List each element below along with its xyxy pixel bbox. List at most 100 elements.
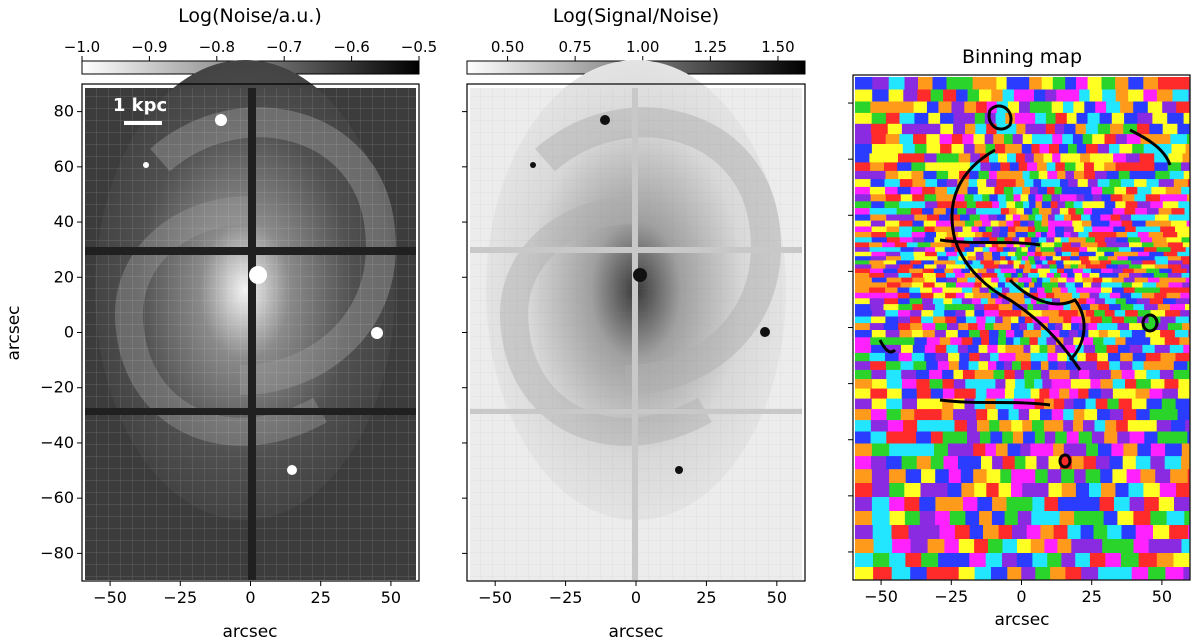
bin-cell	[1154, 344, 1171, 354]
bin-cell	[1040, 525, 1054, 540]
bin-cell	[1115, 483, 1129, 498]
bin-cell	[1065, 567, 1082, 580]
bin-cell	[1125, 298, 1138, 305]
bin-cell	[977, 268, 987, 274]
bin-cell	[1081, 567, 1099, 580]
bin-cell	[1159, 483, 1177, 498]
bin-cell	[1125, 251, 1139, 257]
bin-cell	[1033, 179, 1042, 188]
bin-cell	[1149, 409, 1164, 421]
bin-cell	[1092, 226, 1103, 233]
bin-cell	[1043, 153, 1053, 163]
bin-cell	[1107, 256, 1118, 261]
bin-cell	[1171, 420, 1186, 432]
bin-cell	[873, 553, 890, 568]
bin-cell	[1167, 162, 1182, 172]
bin-cell	[976, 101, 988, 114]
bin-cell	[870, 431, 887, 444]
bin-cell	[1082, 268, 1092, 274]
bin-cell	[1172, 89, 1189, 102]
bin-cell	[870, 101, 887, 114]
sn-x-tick-label: 25	[696, 588, 716, 607]
bin-cell	[1086, 539, 1103, 554]
bin-cell	[855, 292, 870, 299]
bin-cell	[1028, 256, 1035, 261]
bin-cell	[958, 539, 975, 554]
bin-cell	[1177, 232, 1190, 238]
bin-cell	[1057, 277, 1067, 283]
noise-colorbar-tick-label: −0.6	[333, 38, 369, 56]
bin-cell	[933, 260, 947, 265]
bin-cell	[983, 77, 997, 90]
bin-cell	[900, 194, 913, 202]
bin-cell	[871, 443, 890, 457]
bin-cell	[1020, 194, 1029, 202]
bin-cell	[1161, 398, 1177, 410]
bin-cell	[1154, 214, 1170, 221]
bin-cell	[1066, 277, 1075, 283]
bin-cell	[1160, 316, 1176, 324]
bin-cell	[1171, 220, 1187, 227]
bin-cell	[949, 153, 959, 163]
bin-cell	[1043, 268, 1051, 274]
bin-cell	[1187, 469, 1190, 484]
bin-cell	[1012, 431, 1024, 444]
bin-cell	[1136, 123, 1150, 135]
bin-cell	[1157, 304, 1171, 311]
bin-cell	[1070, 247, 1080, 253]
bin-cell	[1007, 232, 1016, 238]
bin-cell	[998, 352, 1008, 362]
bin-cell	[969, 525, 984, 540]
bin-cell	[980, 237, 990, 243]
bin-cell	[855, 214, 871, 221]
bin-cell	[1069, 369, 1080, 380]
bin-cell	[937, 361, 950, 371]
bin-cell	[871, 264, 886, 269]
bin-cell	[1088, 388, 1102, 399]
bin-cell	[884, 201, 900, 209]
bin-cell	[943, 456, 959, 470]
bin-cell	[1149, 123, 1164, 135]
bin-cell	[997, 273, 1005, 278]
bin-cell	[1074, 443, 1087, 457]
bin-cell	[1114, 186, 1127, 195]
bin-cell	[1147, 226, 1161, 233]
bin-cell	[1075, 553, 1091, 568]
bin-cell	[1022, 273, 1029, 278]
bin-cell	[1150, 443, 1166, 457]
bin-cell	[1155, 469, 1171, 484]
bin-cell	[920, 483, 935, 498]
bin-cell	[1188, 89, 1190, 102]
bin-cell	[912, 220, 925, 227]
bin-cell	[998, 304, 1007, 311]
bin-cell	[1096, 264, 1107, 269]
bin-cell	[1013, 264, 1020, 269]
bin-cell	[870, 162, 885, 172]
bin-cell	[1042, 379, 1052, 390]
bin-cell	[1085, 352, 1098, 362]
bin-cell	[1021, 567, 1036, 580]
bin-cell	[942, 379, 955, 390]
bin-cell	[872, 379, 888, 390]
bin-cell	[1079, 256, 1089, 261]
bin-cell	[1175, 226, 1190, 233]
bin-cell	[962, 369, 976, 380]
bin-cell	[1027, 247, 1036, 253]
bin-cell	[1145, 330, 1161, 338]
bin-cell	[1017, 273, 1023, 278]
bin-cell	[1015, 170, 1023, 180]
bin-cell	[922, 330, 936, 338]
bin-cell	[978, 170, 990, 180]
bin-cell	[1063, 409, 1075, 421]
bin-cell	[1035, 226, 1043, 233]
bin-cell	[990, 352, 999, 362]
bin-cell	[1008, 268, 1017, 274]
bin-cell	[871, 170, 886, 180]
bin-cell	[1031, 264, 1037, 269]
bin-cell	[1155, 260, 1169, 265]
bin-cell	[1020, 337, 1030, 346]
bin-cell	[903, 89, 918, 102]
bin-cell	[1052, 287, 1062, 294]
bin-cell	[998, 310, 1007, 317]
bin-cell	[1003, 361, 1013, 371]
